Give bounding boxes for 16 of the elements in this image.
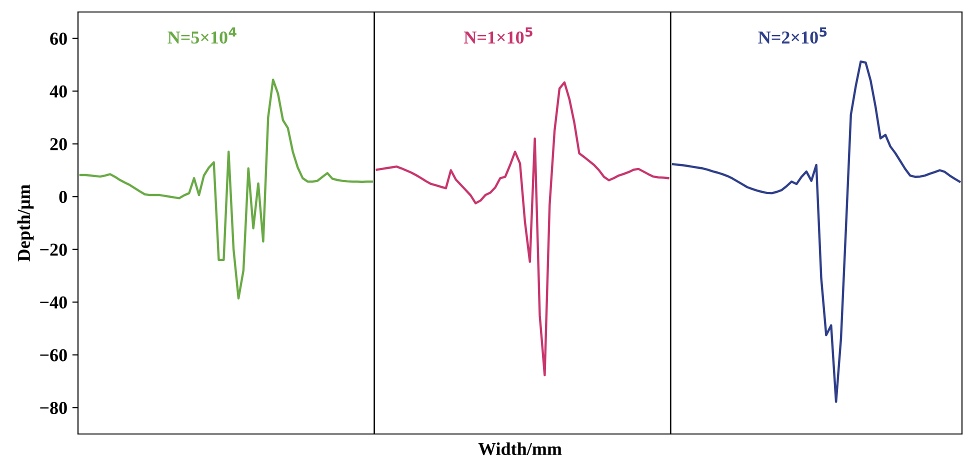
y-tick-label: −80 — [40, 402, 67, 414]
y-axis-title: Depth/μm — [17, 184, 34, 262]
line-series — [79, 78, 373, 300]
text: N=5×10$^{4}$ — [168, 27, 236, 44]
y-tick-label: 60 — [50, 32, 67, 45]
text: N=2×10$^{5}$ — [758, 27, 827, 44]
x-axis-title: Width/mm — [478, 442, 562, 456]
y-tick-label: −40 — [40, 296, 67, 309]
y-tick-label: −20 — [40, 244, 67, 256]
line-series — [376, 81, 670, 376]
text: N=1×10$^{5}$ — [464, 27, 532, 44]
y-tick-label: 0 — [59, 190, 67, 204]
line-series — [672, 60, 961, 403]
y-tick-label: 40 — [50, 85, 67, 98]
y-tick-label: 20 — [50, 138, 67, 150]
y-tick-label: −60 — [40, 349, 67, 362]
